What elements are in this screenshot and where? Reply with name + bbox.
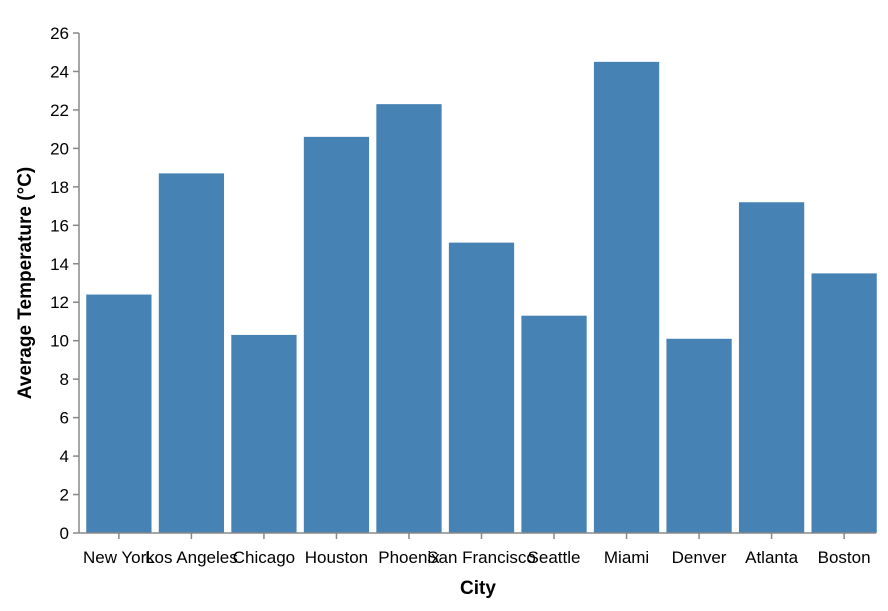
bar-houston (303, 136, 370, 533)
x-tick-label: Atlanta (745, 548, 798, 567)
x-tick-label: Miami (604, 548, 649, 567)
bars (86, 61, 877, 534)
x-tick-label: Los Angeles (145, 548, 238, 567)
y-tick-label: 0 (60, 524, 69, 543)
y-tick-label: 14 (50, 255, 69, 274)
y-tick-label: 22 (50, 101, 69, 120)
bar-seattle (521, 315, 587, 533)
bar-new-york (86, 294, 152, 533)
y-tick-label: 16 (50, 216, 69, 235)
bar-phoenix (376, 104, 442, 534)
y-tick-label: 6 (60, 409, 69, 428)
x-tick-label: Seattle (528, 548, 581, 567)
y-tick-label: 10 (50, 332, 69, 351)
x-tick-label: Houston (305, 548, 368, 567)
y-tick-label: 24 (50, 62, 69, 81)
bar-san-francisco (448, 242, 515, 533)
x-axis-title: City (460, 578, 496, 599)
y-tick-label: 20 (50, 139, 69, 158)
y-tick-label: 12 (50, 293, 69, 312)
x-tick-label: San Francisco (427, 548, 536, 567)
y-tick-label: 26 (50, 24, 69, 43)
x-tick-label: New York (83, 548, 155, 567)
bar-denver (666, 338, 732, 533)
bar-los-angeles (158, 173, 225, 533)
x-tick-label: Denver (672, 548, 727, 567)
x-tick-label: Phoenix (378, 548, 440, 567)
bar-boston (811, 273, 877, 533)
x-tick-label: Chicago (233, 548, 295, 567)
bar-atlanta (738, 202, 805, 534)
x-tick-label: Boston (818, 548, 871, 567)
y-tick-label: 4 (60, 447, 69, 466)
y-tick-label: 18 (50, 178, 69, 197)
y-tick-label: 2 (60, 486, 69, 505)
bar-miami (593, 61, 660, 533)
y-axis-title: Average Temperature (°C) (15, 167, 36, 400)
y-tick-label: 8 (60, 370, 69, 389)
bar-chicago (231, 334, 297, 533)
